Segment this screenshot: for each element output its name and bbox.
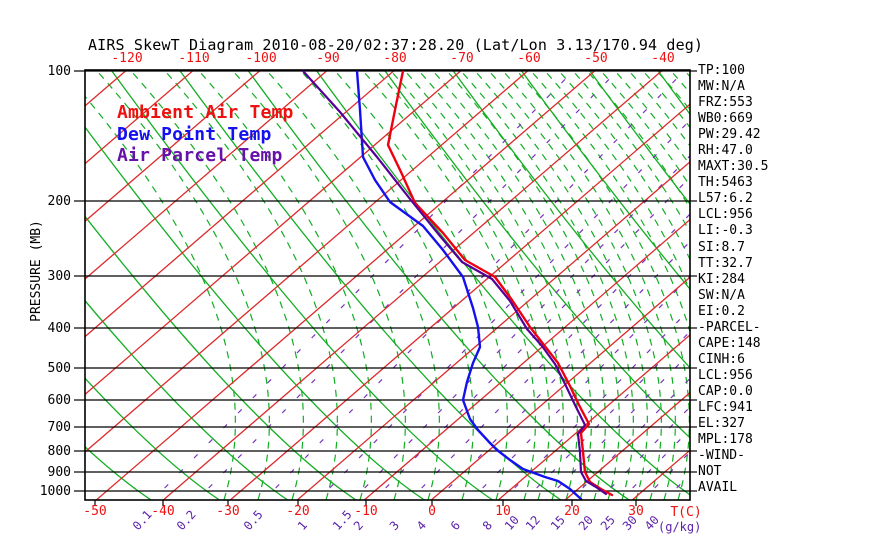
- parameter-line: LCL:956: [698, 207, 753, 223]
- parameter-line: RH:47.0: [698, 143, 753, 159]
- sounding-parameters-panel: TP:100 MW:N/A FRZ:553 WB0:669 PW:29.42 RH:47.…: [698, 63, 868, 496]
- pressure-label: 900: [48, 465, 71, 480]
- mixing-ratio-label: 25: [598, 513, 618, 533]
- bottom-axis-label: -40: [151, 504, 174, 519]
- pressure-label: 600: [48, 393, 71, 408]
- pressure-label: 800: [48, 444, 71, 459]
- top-axis-label: -70: [450, 51, 473, 66]
- parameter-line: LI:-0.3: [698, 223, 753, 239]
- pressure-label: 100: [48, 64, 71, 79]
- mixing-ratio-label: 8: [480, 518, 495, 533]
- parameter-line: TT:32.7: [698, 255, 753, 271]
- bottom-axis-label: 0: [428, 504, 436, 519]
- parameter-line: FRZ:553: [698, 95, 753, 111]
- parameter-line: MPL:178: [698, 432, 753, 448]
- parameter-line: -WIND-: [698, 448, 745, 464]
- parameter-line: LCL:956: [698, 367, 753, 383]
- top-axis-label: -90: [316, 51, 339, 66]
- parameter-line: KI:284: [698, 271, 745, 287]
- bottom-axis-label: 20: [564, 504, 580, 519]
- dewpoint-curve: [355, 70, 583, 500]
- parameter-line: L57:6.2: [698, 191, 753, 207]
- parameter-line: -PARCEL-: [698, 319, 761, 335]
- mixing-ratio-label: 2: [351, 518, 366, 533]
- pressure-label: 300: [48, 269, 71, 284]
- parameter-line: TH:5463: [698, 175, 753, 191]
- parameter-line: WB0:669: [698, 111, 753, 127]
- top-axis-label: -80: [383, 51, 406, 66]
- mixing-ratio-label: 4: [414, 518, 429, 533]
- axis-ticks: [74, 70, 697, 506]
- parameter-line: NOT: [698, 464, 722, 480]
- mixing-ratio-label: 1: [295, 518, 310, 533]
- parameter-line: AVAIL: [698, 480, 738, 496]
- parameter-line: SI:8.7: [698, 239, 745, 255]
- pressure-label: 400: [48, 321, 71, 336]
- ambient-curve: [386, 70, 614, 497]
- bottom-axis-label: 30: [628, 504, 644, 519]
- parameter-line: EL:327: [698, 416, 745, 432]
- parameter-line: MAXT:30.5: [698, 159, 769, 175]
- parameter-line: EI:0.2: [698, 303, 745, 319]
- parameter-line: SW:N/A: [698, 287, 745, 303]
- plot-border: [84, 69, 691, 501]
- legend-dew-point-temp: Dew Point Temp: [117, 124, 272, 145]
- mixing-ratio-label: 6: [448, 518, 463, 533]
- axis-title-mixing: (g/kg): [658, 520, 701, 534]
- parameter-line: CINH:6: [698, 351, 745, 367]
- top-axis-label: -120: [111, 51, 142, 66]
- mixing-ratio-label: 12: [523, 513, 543, 533]
- parameter-line: PW:29.42: [698, 127, 761, 143]
- parcel-curve: [301, 70, 608, 496]
- moist-adiabat-lines: [85, 70, 690, 500]
- axis-title-temp: T(C): [670, 505, 701, 520]
- top-axis-label: -110: [178, 51, 209, 66]
- mixing-ratio-label: 1.5: [330, 508, 355, 533]
- legend-air-parcel-temp: Air Parcel Temp: [117, 145, 283, 166]
- axis-title-pressure: PRESSURE (MB): [29, 220, 44, 322]
- mixing-ratio-label: 0.5: [241, 508, 266, 533]
- top-axis-label: -100: [245, 51, 276, 66]
- parameter-line: LFC:941: [698, 399, 753, 415]
- top-axis-label: -40: [651, 51, 674, 66]
- legend-ambient-air-temp: Ambient Air Temp: [117, 102, 294, 123]
- bottom-axis-label: -10: [354, 504, 377, 519]
- mixing-ratio-label: 0.2: [174, 508, 199, 533]
- top-axis-label: -60: [517, 51, 540, 66]
- page-title: AIRS SkewT Diagram 2010-08-20/02:37:28.2…: [88, 36, 704, 54]
- bottom-axis-label: -30: [216, 504, 239, 519]
- top-axis-label: -50: [584, 51, 607, 66]
- bottom-axis-label: 10: [495, 504, 511, 519]
- isotherm-lines: [85, 70, 690, 500]
- mixing-ratio-label: 3: [387, 518, 402, 533]
- pressure-level-lines: [85, 70, 690, 492]
- parameter-line: MW:N/A: [698, 79, 745, 95]
- parameter-line: CAPE:148: [698, 335, 761, 351]
- plot-background: [85, 70, 690, 500]
- parameter-line: CAP:0.0: [698, 383, 753, 399]
- bottom-axis-label: -20: [286, 504, 309, 519]
- pressure-label: 700: [48, 420, 71, 435]
- bottom-axis-label: -50: [83, 504, 106, 519]
- pressure-label: 500: [48, 361, 71, 376]
- parameter-line: TP:100: [698, 63, 745, 78]
- sounding-curves: [301, 70, 614, 500]
- pressure-label: 200: [48, 194, 71, 209]
- pressure-label: 1000: [40, 484, 71, 499]
